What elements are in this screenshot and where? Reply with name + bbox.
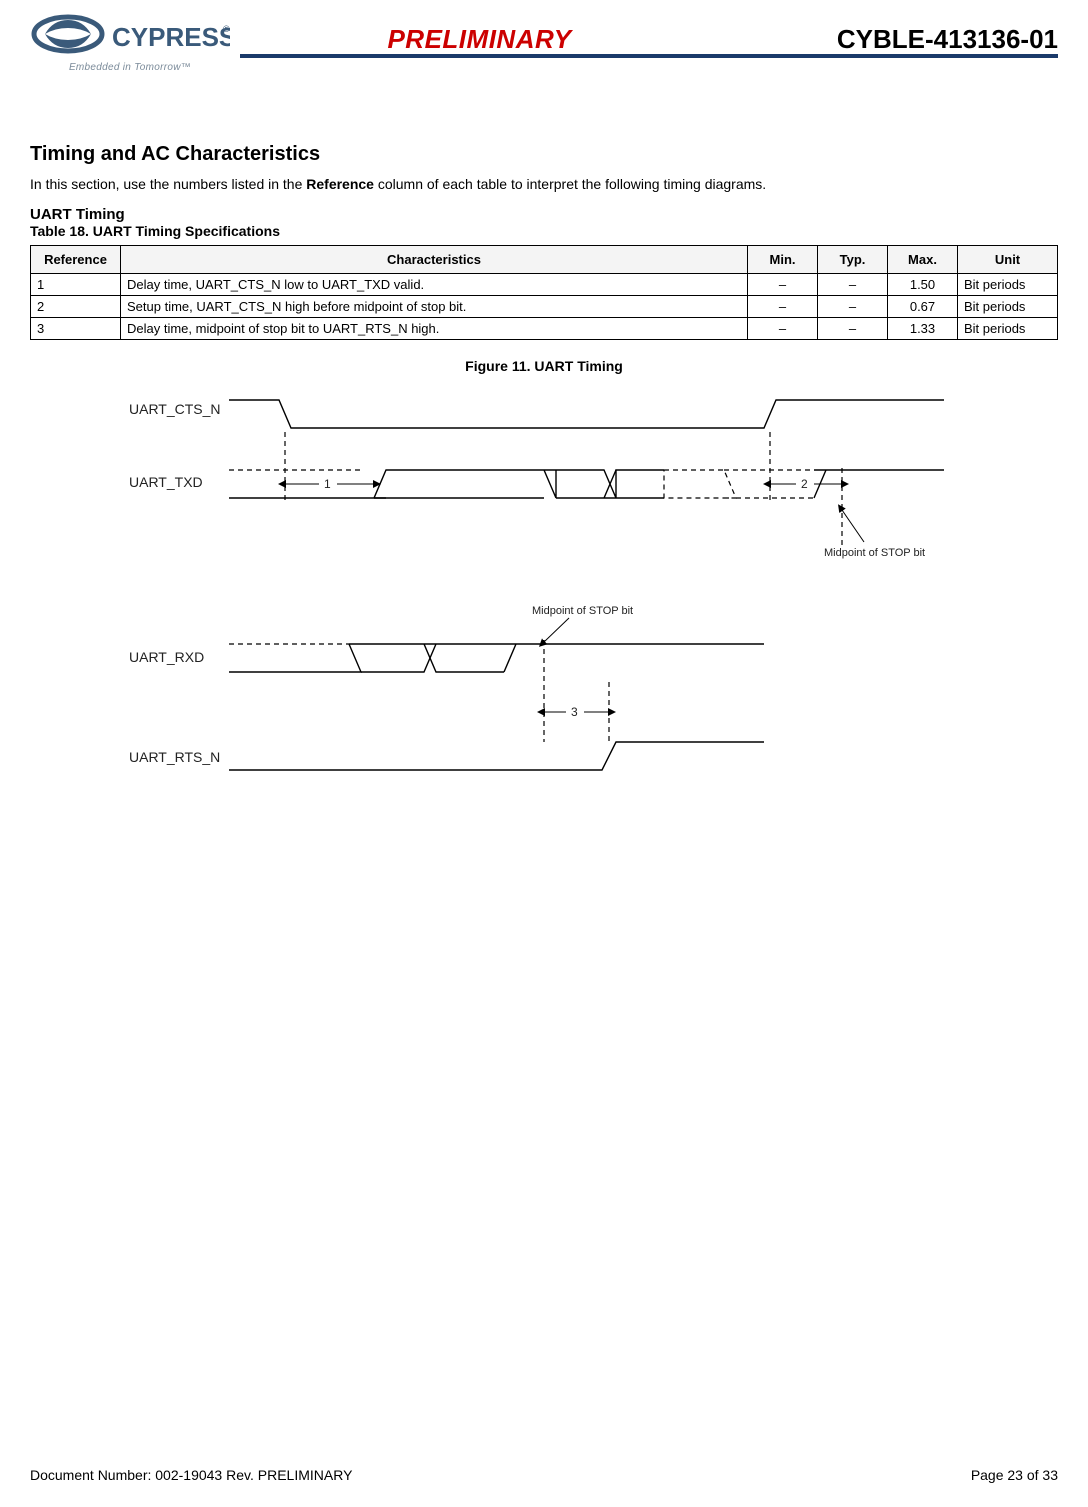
header-rule — [240, 54, 1058, 58]
page: CYPRESS ® Embedded in Tomorrow™ PRELIMIN… — [0, 0, 1088, 1507]
cell-char: Delay time, UART_CTS_N low to UART_TXD v… — [121, 274, 748, 296]
cell-max: 1.50 — [888, 274, 958, 296]
cell-unit: Bit periods — [958, 296, 1058, 318]
logo-text: CYPRESS — [112, 22, 230, 52]
cell-ref: 3 — [31, 318, 121, 340]
figure-caption: Figure 11. UART Timing — [30, 358, 1058, 374]
signal-label-rxd: UART_RXD — [129, 649, 204, 665]
table-caption: Table 18. UART Timing Specifications — [30, 223, 1058, 239]
signal-label-cts: UART_CTS_N — [129, 401, 221, 417]
cell-typ: – — [818, 296, 888, 318]
th-characteristics: Characteristics — [121, 246, 748, 274]
table-row: 1 Delay time, UART_CTS_N low to UART_TXD… — [31, 274, 1058, 296]
table-header-row: Reference Characteristics Min. Typ. Max.… — [31, 246, 1058, 274]
cell-unit: Bit periods — [958, 274, 1058, 296]
cell-typ: – — [818, 274, 888, 296]
cell-max: 0.67 — [888, 296, 958, 318]
intro-text: In this section, use the numbers listed … — [30, 176, 1058, 192]
cell-char: Setup time, UART_CTS_N high before midpo… — [121, 296, 748, 318]
dim-1: 1 — [324, 477, 331, 491]
cell-ref: 1 — [31, 274, 121, 296]
cell-ref: 2 — [31, 296, 121, 318]
th-max: Max. — [888, 246, 958, 274]
th-unit: Unit — [958, 246, 1058, 274]
th-typ: Typ. — [818, 246, 888, 274]
dim-3: 3 — [571, 705, 578, 719]
svg-text:®: ® — [223, 24, 230, 34]
logo-block: CYPRESS ® Embedded in Tomorrow™ — [30, 12, 230, 73]
spec-table: Reference Characteristics Min. Typ. Max.… — [30, 245, 1058, 340]
timing-diagram-svg: UART_CTS_N UART_TXD 1 — [124, 382, 964, 802]
cell-max: 1.33 — [888, 318, 958, 340]
doc-number: Document Number: 002-19043 Rev. PRELIMIN… — [30, 1467, 352, 1483]
cell-unit: Bit periods — [958, 318, 1058, 340]
logo-tagline: Embedded in Tomorrow™ — [69, 62, 191, 73]
th-min: Min. — [748, 246, 818, 274]
table-row: 2 Setup time, UART_CTS_N high before mid… — [31, 296, 1058, 318]
dim-2: 2 — [801, 477, 808, 491]
subsection-title: UART Timing — [30, 206, 1058, 223]
cell-min: – — [748, 318, 818, 340]
cell-min: – — [748, 274, 818, 296]
table-row: 3 Delay time, midpoint of stop bit to UA… — [31, 318, 1058, 340]
preliminary-label: PRELIMINARY — [387, 24, 571, 55]
cell-typ: – — [818, 318, 888, 340]
timing-diagram: UART_CTS_N UART_TXD 1 — [124, 382, 964, 802]
intro-post: column of each table to interpret the fo… — [374, 176, 766, 192]
th-reference: Reference — [31, 246, 121, 274]
header: CYPRESS ® Embedded in Tomorrow™ PRELIMIN… — [30, 18, 1058, 73]
cell-char: Delay time, midpoint of stop bit to UART… — [121, 318, 748, 340]
page-number: Page 23 of 33 — [971, 1467, 1058, 1483]
signal-label-rts: UART_RTS_N — [129, 749, 220, 765]
note-midpoint-top: Midpoint of STOP bit — [824, 547, 925, 559]
cypress-logo-icon: CYPRESS ® — [30, 12, 230, 64]
note-midpoint-bottom: Midpoint of STOP bit — [532, 605, 633, 617]
cell-min: – — [748, 296, 818, 318]
signal-label-txd: UART_TXD — [129, 474, 203, 490]
section-title: Timing and AC Characteristics — [30, 143, 1058, 166]
intro-pre: In this section, use the numbers listed … — [30, 176, 306, 192]
footer: Document Number: 002-19043 Rev. PRELIMIN… — [30, 1467, 1058, 1483]
intro-bold: Reference — [306, 176, 374, 192]
part-number: CYBLE-413136-01 — [837, 24, 1058, 55]
